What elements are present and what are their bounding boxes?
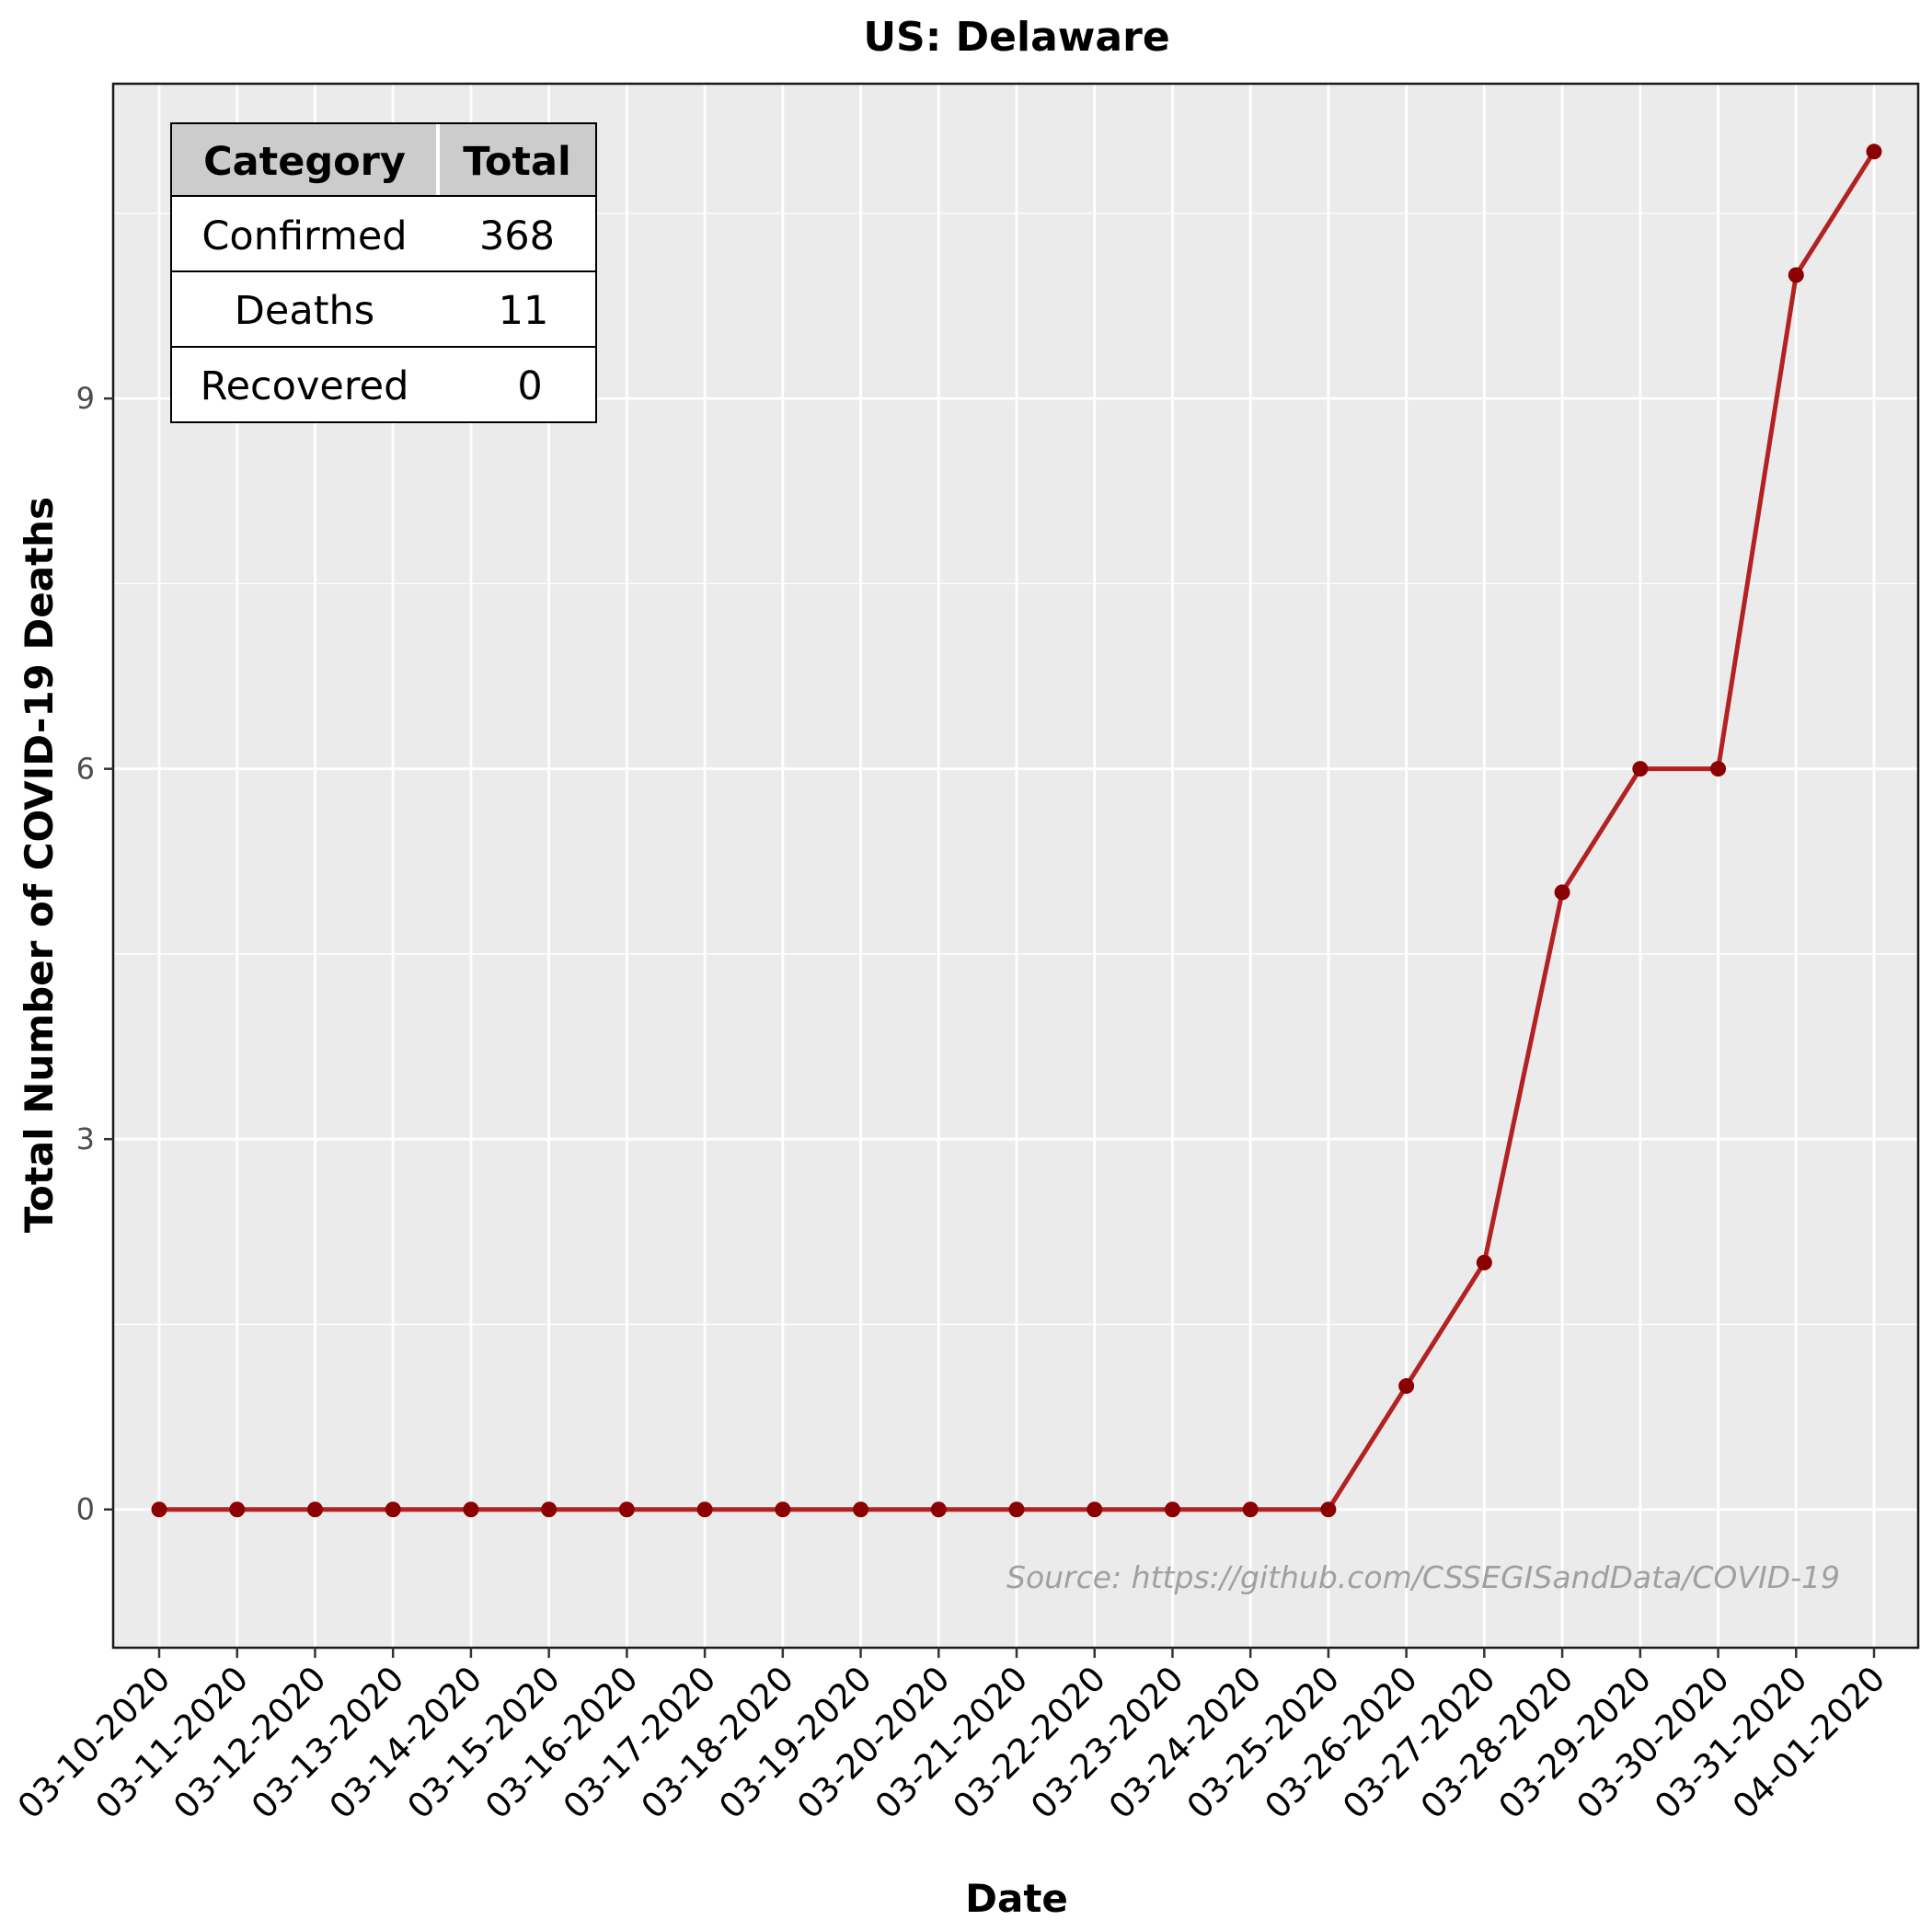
table-cell-category: Recovered [201, 363, 409, 409]
data-point [1710, 761, 1727, 777]
data-point [618, 1501, 635, 1518]
table-header-bg [171, 123, 596, 196]
data-point [541, 1501, 558, 1518]
y-axis-title: Total Number of COVID-19 Deaths [17, 497, 62, 1233]
table-cell-category: Confirmed [201, 213, 407, 259]
data-point [1242, 1501, 1259, 1518]
x-axis: 03-10-202003-11-202003-12-202003-13-2020… [10, 1648, 1892, 1826]
data-point [696, 1501, 713, 1518]
summary-table: Category Total Confirmed 368 Deaths 11 R… [170, 122, 597, 423]
chart-title: US: Delaware [863, 14, 1169, 61]
grid-lines [113, 84, 1918, 1648]
data-point [1398, 1378, 1415, 1395]
data-point [229, 1501, 246, 1518]
table-body-bg [171, 196, 596, 422]
table-border [170, 122, 597, 423]
y-axis: 0 3 6 9 [76, 381, 113, 1527]
data-point [1554, 884, 1570, 901]
y-tick-label: 3 [76, 1121, 95, 1156]
series-deaths [151, 144, 1882, 1518]
data-point [463, 1501, 479, 1518]
table-header-total: Total [463, 139, 570, 185]
table-header-category: Category [203, 139, 406, 185]
data-point [1632, 761, 1649, 777]
data-point [1788, 267, 1804, 283]
table-cell-total: 0 [517, 363, 542, 409]
data-point [1320, 1501, 1337, 1518]
data-point [385, 1501, 401, 1518]
y-tick-label: 6 [76, 752, 95, 787]
data-point [151, 1501, 167, 1518]
data-point [1087, 1501, 1103, 1518]
data-point [1164, 1501, 1180, 1518]
x-axis-title: Date [965, 1876, 1068, 1921]
table-cell-category: Deaths [235, 288, 374, 334]
data-point [1008, 1501, 1025, 1518]
data-point [775, 1501, 791, 1518]
table-cell-total: 368 [479, 213, 555, 259]
y-tick-label: 9 [76, 381, 95, 416]
data-point [1476, 1254, 1492, 1271]
data-point [853, 1501, 869, 1518]
table-cell-total: 11 [499, 288, 549, 334]
data-point [306, 1501, 323, 1518]
data-point [930, 1501, 947, 1518]
source-annotation: Source: https://github.com/CSSEGISandDat… [1006, 1559, 1840, 1595]
data-point [1866, 144, 1882, 160]
y-tick-label: 0 [76, 1492, 95, 1527]
